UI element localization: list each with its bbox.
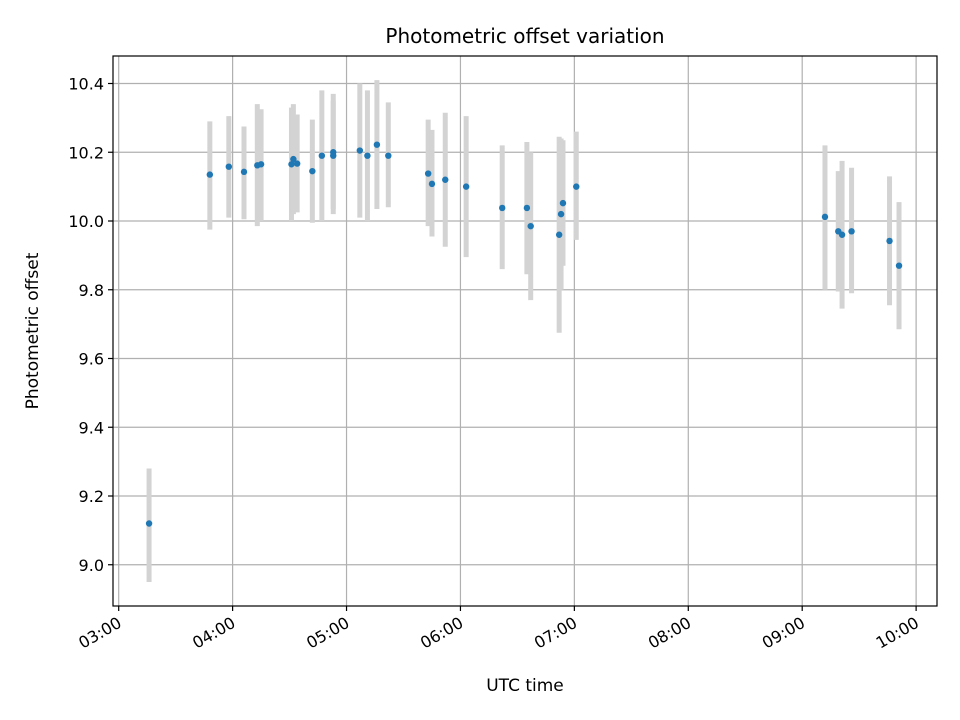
y-tick-label: 9.0 <box>79 556 104 575</box>
chart-title: Photometric offset variation <box>385 24 664 48</box>
data-point <box>462 183 470 190</box>
axis-ticks: 03:00 04:00 05:00 06:00 07:00 08:00 09:00 10:00… <box>68 75 922 653</box>
y-tick-label: 9.2 <box>79 487 104 506</box>
data-point <box>557 210 565 218</box>
data-point <box>364 152 371 159</box>
data-point <box>288 161 295 168</box>
x-tick-label: 05:00 <box>303 613 352 653</box>
data-point <box>838 231 846 238</box>
data-point <box>330 152 337 159</box>
data-point <box>527 222 534 230</box>
x-tick-label: 04:00 <box>189 613 238 653</box>
data-point <box>240 168 248 176</box>
x-tick-label: 06:00 <box>417 613 466 653</box>
error-bars <box>146 80 902 582</box>
data-point <box>145 520 153 527</box>
data-point <box>559 199 567 207</box>
x-axis-label: UTC time <box>486 676 564 696</box>
x-tick-label: 03:00 <box>75 613 124 653</box>
data-point <box>499 204 506 212</box>
y-tick-label: 10.2 <box>68 143 104 162</box>
data-point <box>428 180 436 188</box>
data-point <box>373 141 381 148</box>
data-point <box>886 237 893 245</box>
data-point <box>318 152 326 159</box>
data-point <box>225 163 233 170</box>
data-point <box>555 231 563 238</box>
x-tick-label: 10:00 <box>873 613 922 653</box>
y-tick-label: 10.0 <box>68 212 104 231</box>
data-point <box>290 155 297 163</box>
data-point <box>424 170 432 177</box>
x-tick-label: 07:00 <box>531 613 580 653</box>
data-point <box>356 147 364 154</box>
y-tick-label: 9.8 <box>79 281 104 300</box>
data-points <box>145 141 903 527</box>
y-tick-label: 9.4 <box>79 418 104 437</box>
data-point <box>821 213 829 221</box>
y-tick-label: 10.4 <box>68 75 104 94</box>
y-tick-label: 9.6 <box>79 350 104 369</box>
data-point <box>848 228 855 235</box>
x-tick-label: 08:00 <box>645 613 694 653</box>
data-point <box>895 262 903 269</box>
data-point <box>309 167 316 175</box>
data-point <box>206 171 214 178</box>
data-point <box>293 160 301 167</box>
grid-lines <box>113 56 937 606</box>
data-point <box>257 161 265 168</box>
data-point <box>385 152 392 159</box>
y-axis-label: Photometric offset <box>23 252 43 409</box>
data-point <box>523 204 531 212</box>
plot-frame <box>112 55 938 607</box>
x-tick-label: 09:00 <box>759 613 808 653</box>
data-point <box>442 176 449 183</box>
data-point <box>573 183 580 190</box>
